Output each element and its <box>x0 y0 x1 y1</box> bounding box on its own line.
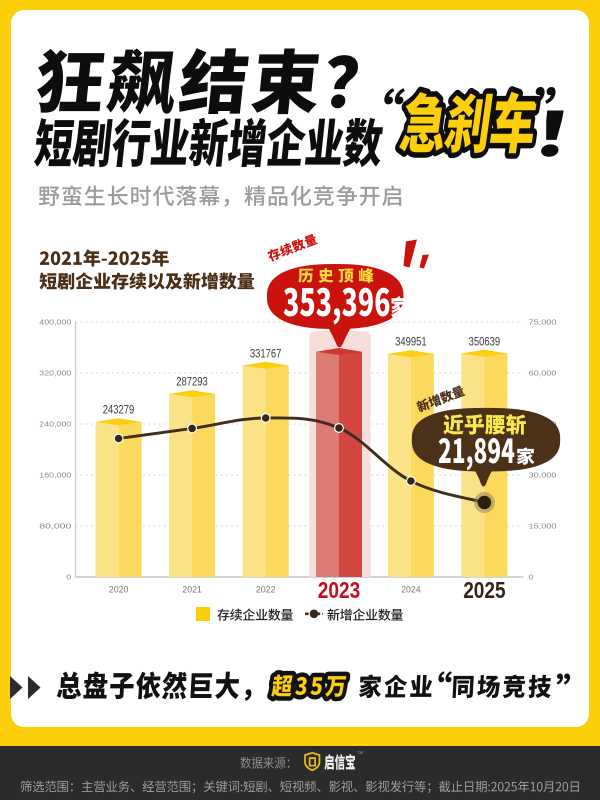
svg-text:349951: 349951 <box>395 335 427 349</box>
svg-text:75,000: 75,000 <box>529 318 557 327</box>
svg-text:60,000: 60,000 <box>529 369 557 378</box>
svg-text:2021: 2021 <box>182 584 202 594</box>
svg-text:15,000: 15,000 <box>529 522 557 531</box>
svg-text:2025: 2025 <box>463 577 506 603</box>
svg-text:240,000: 240,000 <box>39 420 71 429</box>
svg-text:2020: 2020 <box>109 584 129 594</box>
svg-text:400,000: 400,000 <box>39 318 71 327</box>
svg-text:350639: 350639 <box>469 334 501 348</box>
svg-text:2024: 2024 <box>401 584 421 594</box>
svg-text:287293: 287293 <box>176 375 208 389</box>
svg-text:0: 0 <box>529 573 534 582</box>
svg-text:2023: 2023 <box>318 577 360 603</box>
svg-text:320,000: 320,000 <box>39 369 71 378</box>
svg-text:80,000: 80,000 <box>39 522 71 531</box>
svg-text:2022: 2022 <box>256 584 276 594</box>
svg-text:30,000: 30,000 <box>529 471 557 480</box>
svg-text:331767: 331767 <box>250 346 282 360</box>
svg-text:243279: 243279 <box>103 403 135 417</box>
svg-text:0: 0 <box>66 573 71 582</box>
svg-text:160,000: 160,000 <box>39 471 71 480</box>
